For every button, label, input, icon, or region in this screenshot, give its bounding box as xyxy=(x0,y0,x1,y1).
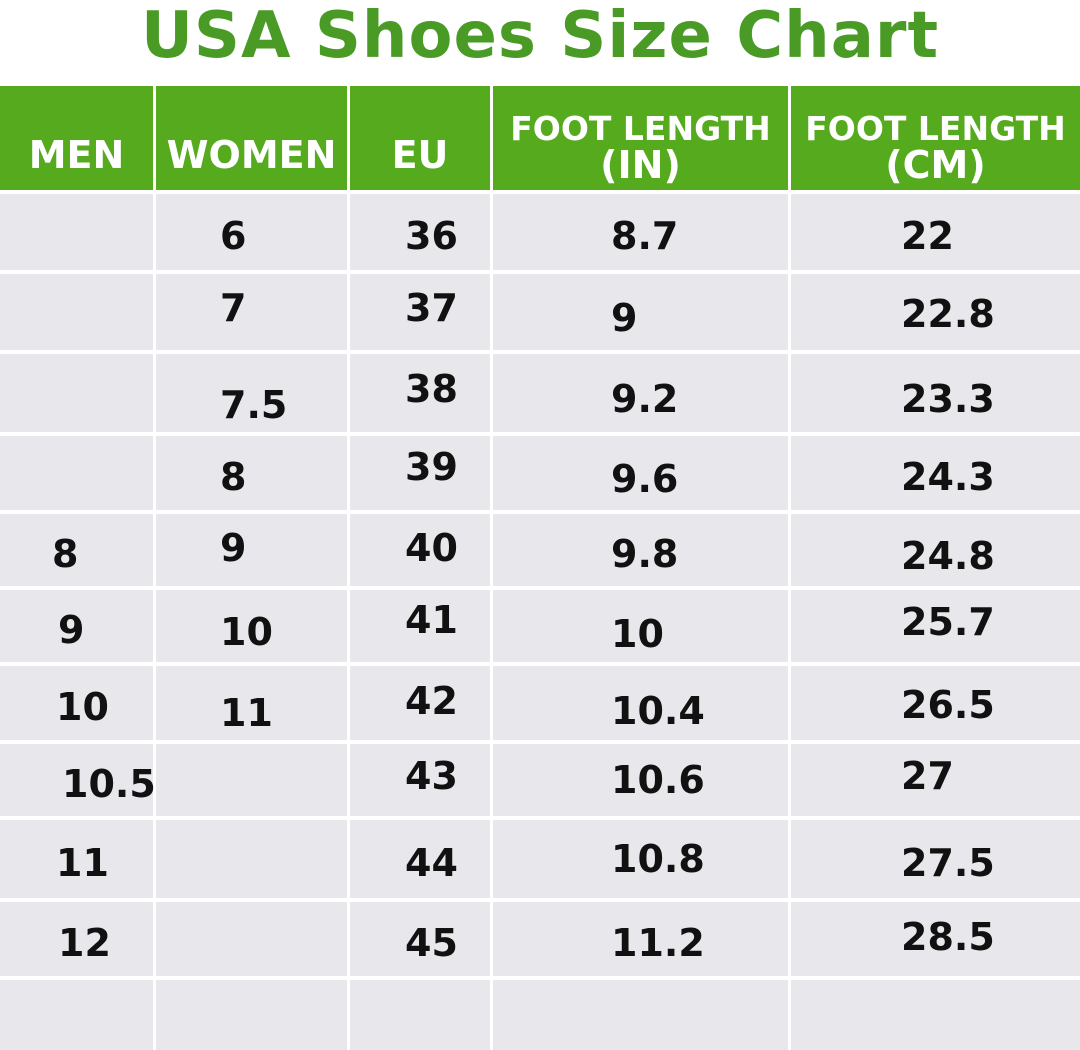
cell-in: 9.2 xyxy=(611,377,679,421)
cell-eu: 43 xyxy=(405,754,458,798)
row-divider xyxy=(0,662,1080,666)
cell-in: 10.6 xyxy=(611,758,705,802)
header-foot-length-cm-unit: (CM) xyxy=(885,143,986,187)
cell-in: 8.7 xyxy=(611,214,679,258)
cell-women: 9 xyxy=(220,526,247,570)
cell-women: 11 xyxy=(220,691,273,735)
column-divider xyxy=(788,86,791,1050)
cell-cm: 26.5 xyxy=(901,683,995,727)
row-divider xyxy=(0,510,1080,514)
cell-eu: 45 xyxy=(405,921,458,965)
cell-eu: 41 xyxy=(405,598,458,642)
header-foot-length-cm: FOOT LENGTH (CM) xyxy=(791,86,1080,190)
cell-men: 10 xyxy=(56,685,109,729)
cell-women: 7 xyxy=(220,286,247,330)
cell-men: 11 xyxy=(56,841,109,885)
cell-eu: 42 xyxy=(405,679,458,723)
size-chart-table: MEN WOMEN EU FOOT LENGTH (IN) FOOT LENGT… xyxy=(0,86,1080,1050)
cell-eu: 38 xyxy=(405,367,458,411)
cell-eu: 40 xyxy=(405,526,458,570)
cell-cm: 24.8 xyxy=(901,534,995,578)
header-men-label: MEN xyxy=(28,133,125,177)
row-divider xyxy=(0,898,1080,902)
row-divider xyxy=(0,432,1080,436)
cell-cm: 25.7 xyxy=(901,600,995,644)
header-eu-label: EU xyxy=(391,133,449,177)
row-divider xyxy=(0,976,1080,980)
cell-cm: 27 xyxy=(901,754,954,798)
cell-women: 10 xyxy=(220,610,273,654)
page-title: USA Shoes Size Chart xyxy=(140,0,940,73)
cell-cm: 24.3 xyxy=(901,455,995,499)
cell-women: 6 xyxy=(220,214,247,258)
row-divider xyxy=(0,740,1080,744)
cell-in: 10.8 xyxy=(611,837,705,881)
cell-eu: 44 xyxy=(405,841,458,885)
cell-women: 8 xyxy=(220,455,247,499)
column-divider xyxy=(347,86,350,1050)
cell-women: 7.5 xyxy=(220,383,288,427)
cell-eu: 39 xyxy=(405,445,458,489)
column-divider xyxy=(490,86,493,1050)
cell-in: 10 xyxy=(611,612,664,656)
cell-cm: 27.5 xyxy=(901,841,995,885)
cell-cm: 28.5 xyxy=(901,915,995,959)
row-divider xyxy=(0,190,1080,194)
row-divider xyxy=(0,816,1080,820)
row-divider xyxy=(0,350,1080,354)
cell-in: 9 xyxy=(611,296,638,340)
header-women: WOMEN xyxy=(156,86,347,190)
cell-in: 9.8 xyxy=(611,532,679,576)
column-divider xyxy=(153,86,156,1050)
header-foot-length-in: FOOT LENGTH (IN) xyxy=(493,86,788,190)
header-men: MEN xyxy=(0,86,153,190)
header-women-label: WOMEN xyxy=(166,133,337,177)
header-foot-length-in-label: FOOT LENGTH xyxy=(510,109,771,148)
cell-men: 12 xyxy=(58,921,111,965)
header-eu: EU xyxy=(350,86,490,190)
row-divider xyxy=(0,586,1080,590)
cell-cm: 22 xyxy=(901,214,954,258)
row-divider xyxy=(0,270,1080,274)
cell-eu: 36 xyxy=(405,214,458,258)
cell-in: 10.4 xyxy=(611,689,705,733)
header-foot-length-cm-label: FOOT LENGTH xyxy=(805,109,1066,148)
cell-men: 10.5 xyxy=(62,762,156,806)
cell-men: 9 xyxy=(58,608,85,652)
cell-men: 8 xyxy=(52,532,79,576)
cell-cm: 22.8 xyxy=(901,292,995,336)
cell-in: 11.2 xyxy=(611,921,705,965)
cell-eu: 37 xyxy=(405,286,458,330)
cell-cm: 23.3 xyxy=(901,377,995,421)
cell-in: 9.6 xyxy=(611,457,679,501)
header-foot-length-in-unit: (IN) xyxy=(600,143,681,187)
